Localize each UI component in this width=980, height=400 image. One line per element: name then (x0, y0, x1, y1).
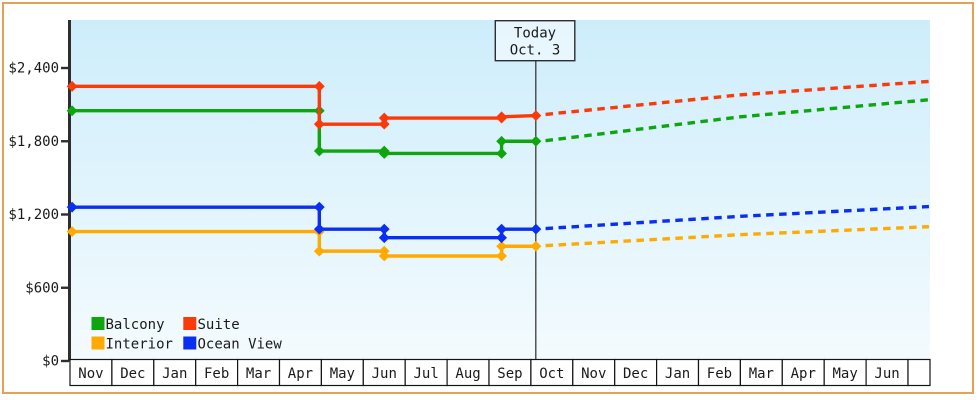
x-axis-cell (195, 358, 239, 387)
x-axis-month-label: Jan (162, 366, 187, 382)
x-axis-cell (153, 358, 197, 387)
data-point-marker-interior (66, 226, 78, 237)
x-axis-month-label: Sep (497, 366, 522, 382)
interior-color-swatch (91, 336, 105, 350)
x-axis-month-label: Apr (288, 366, 313, 382)
today-date: Oct. 3 (510, 43, 561, 59)
x-axis-cell (572, 358, 616, 387)
x-axis-cell (823, 358, 867, 387)
x-axis-month-label: Oct (539, 366, 564, 382)
legend-item-ocean-view: Ocean View (183, 336, 283, 353)
x-axis-cell (614, 358, 658, 387)
data-point-marker-ocean-view (496, 232, 507, 244)
x-axis-month-label: Nov (78, 366, 103, 382)
x-axis-month-label: Dec (120, 366, 145, 382)
x-axis-month-label: Jan (665, 366, 690, 382)
x-axis-month-label: Aug (455, 366, 480, 382)
legend-label-suite: Suite (198, 317, 240, 333)
x-axis-cell (865, 358, 909, 387)
y-axis-tick-label: $600 (25, 280, 59, 296)
x-axis-cell (697, 358, 742, 387)
x-axis-cell (69, 358, 113, 387)
legend-label-balcony: Balcony (106, 317, 165, 333)
x-axis-month-label: Mar (749, 366, 774, 382)
series-projection-interior (545, 225, 930, 248)
y-axis-tick-label: $0 (42, 354, 59, 370)
data-point-marker-interior (313, 245, 325, 257)
data-point-marker-suite (496, 111, 507, 123)
y-axis-tick-label: $2,400 (8, 61, 59, 77)
data-point-marker-interior (496, 250, 507, 262)
data-point-marker-ocean-view (313, 201, 325, 213)
x-axis-cell (488, 358, 532, 387)
data-point-marker-balcony (496, 135, 507, 147)
x-axis-month-label: Jul (414, 366, 439, 382)
series-projection-suite (545, 79, 930, 117)
today-marker: Today Oct. 3 (494, 20, 576, 62)
x-axis-cell (404, 358, 448, 387)
legend: Balcony Suite Interior Ocean View (91, 317, 283, 353)
x-axis-month-label: Jun (874, 366, 899, 382)
series-layer (66, 79, 930, 262)
balcony-color-swatch (91, 317, 105, 330)
series-projection-balcony (545, 98, 930, 143)
legend-item-balcony: Balcony (91, 317, 165, 333)
x-axis-month-label: Apr (791, 366, 816, 382)
data-point-marker-ocean-view (378, 232, 390, 244)
data-point-marker-interior (496, 240, 507, 252)
data-point-marker-suite (66, 80, 78, 92)
x-axis-month-label: Feb (204, 366, 229, 382)
x-axis-cell (237, 358, 281, 387)
x-axis-month-label: May (833, 366, 858, 382)
y-axis-tick-label: $1,800 (8, 134, 59, 150)
x-axis-cell (739, 358, 783, 387)
suite-color-swatch (183, 317, 197, 330)
data-point-marker-ocean-view (66, 201, 78, 213)
x-axis-cell-empty (907, 358, 931, 387)
ocean-view-color-swatch (183, 336, 197, 350)
today-box (494, 20, 576, 62)
x-axis-month-label: Mar (246, 366, 271, 382)
x-axis-month-label: May (330, 366, 355, 382)
x-axis-month-label: Dec (623, 366, 648, 382)
plot-area (70, 20, 930, 360)
data-point-marker-balcony (378, 148, 390, 159)
y-axis: $0 $600 $1,200 $1,800 $2,400 (8, 61, 69, 370)
legend-label-ocean-view: Ocean View (198, 337, 283, 353)
data-point-marker-suite (378, 112, 390, 124)
data-point-marker-ocean-view (496, 223, 507, 235)
x-axis-month-label: Jun (372, 366, 397, 382)
legend-label-interior: Interior (106, 337, 173, 353)
data-point-marker-balcony (66, 105, 78, 117)
data-point-marker-balcony (313, 145, 325, 157)
data-point-marker-suite (378, 118, 390, 130)
x-axis-cell (111, 358, 155, 387)
data-point-marker-interior (378, 250, 390, 262)
data-point-marker-suite (530, 110, 542, 122)
legend-item-suite: Suite (183, 317, 240, 333)
x-axis: Nov Dec Jan Feb Mar Apr May Jun Jul Aug Sep Oct Nov D… (69, 358, 931, 387)
data-point-marker-ocean-view (378, 223, 390, 235)
data-point-marker-balcony (496, 148, 507, 159)
x-axis-month-label: Feb (707, 366, 732, 382)
data-point-marker-ocean-view (530, 223, 542, 235)
x-axis-month-label: Nov (581, 366, 606, 382)
today-label: Today (514, 26, 556, 42)
data-point-marker-ocean-view (313, 223, 325, 235)
series-projection-ocean-view (545, 204, 930, 231)
data-point-marker-interior (530, 240, 542, 252)
legend-item-interior: Interior (91, 336, 173, 353)
y-axis-tick-label: $1,200 (8, 207, 59, 223)
data-point-marker-suite (313, 80, 325, 92)
data-point-marker-suite (313, 118, 325, 130)
x-axis-cell (278, 358, 323, 387)
data-point-marker-balcony (530, 135, 542, 147)
